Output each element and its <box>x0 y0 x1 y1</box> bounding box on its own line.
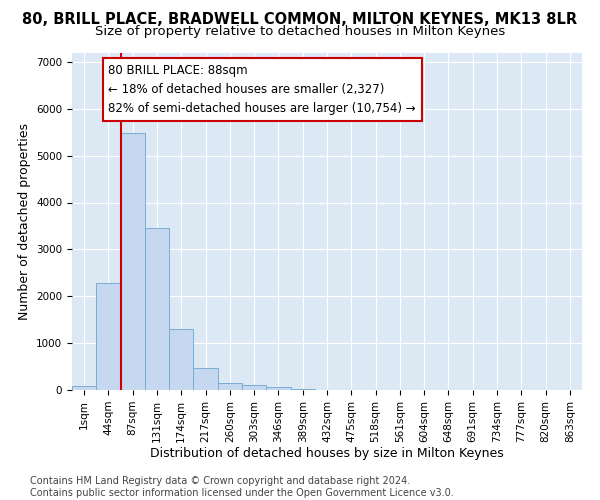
Text: 80, BRILL PLACE, BRADWELL COMMON, MILTON KEYNES, MK13 8LR: 80, BRILL PLACE, BRADWELL COMMON, MILTON… <box>22 12 578 28</box>
Bar <box>266 387 290 390</box>
Bar <box>121 133 145 390</box>
Bar <box>218 382 242 390</box>
X-axis label: Distribution of detached houses by size in Milton Keynes: Distribution of detached houses by size … <box>150 448 504 460</box>
Bar <box>193 368 218 390</box>
Bar <box>169 328 193 390</box>
Text: Contains HM Land Registry data © Crown copyright and database right 2024.
Contai: Contains HM Land Registry data © Crown c… <box>30 476 454 498</box>
Bar <box>290 388 315 390</box>
Bar <box>72 386 96 390</box>
Text: 80 BRILL PLACE: 88sqm
← 18% of detached houses are smaller (2,327)
82% of semi-d: 80 BRILL PLACE: 88sqm ← 18% of detached … <box>109 64 416 115</box>
Text: Size of property relative to detached houses in Milton Keynes: Size of property relative to detached ho… <box>95 25 505 38</box>
Bar <box>96 283 121 390</box>
Y-axis label: Number of detached properties: Number of detached properties <box>17 122 31 320</box>
Bar <box>145 228 169 390</box>
Bar <box>242 386 266 390</box>
